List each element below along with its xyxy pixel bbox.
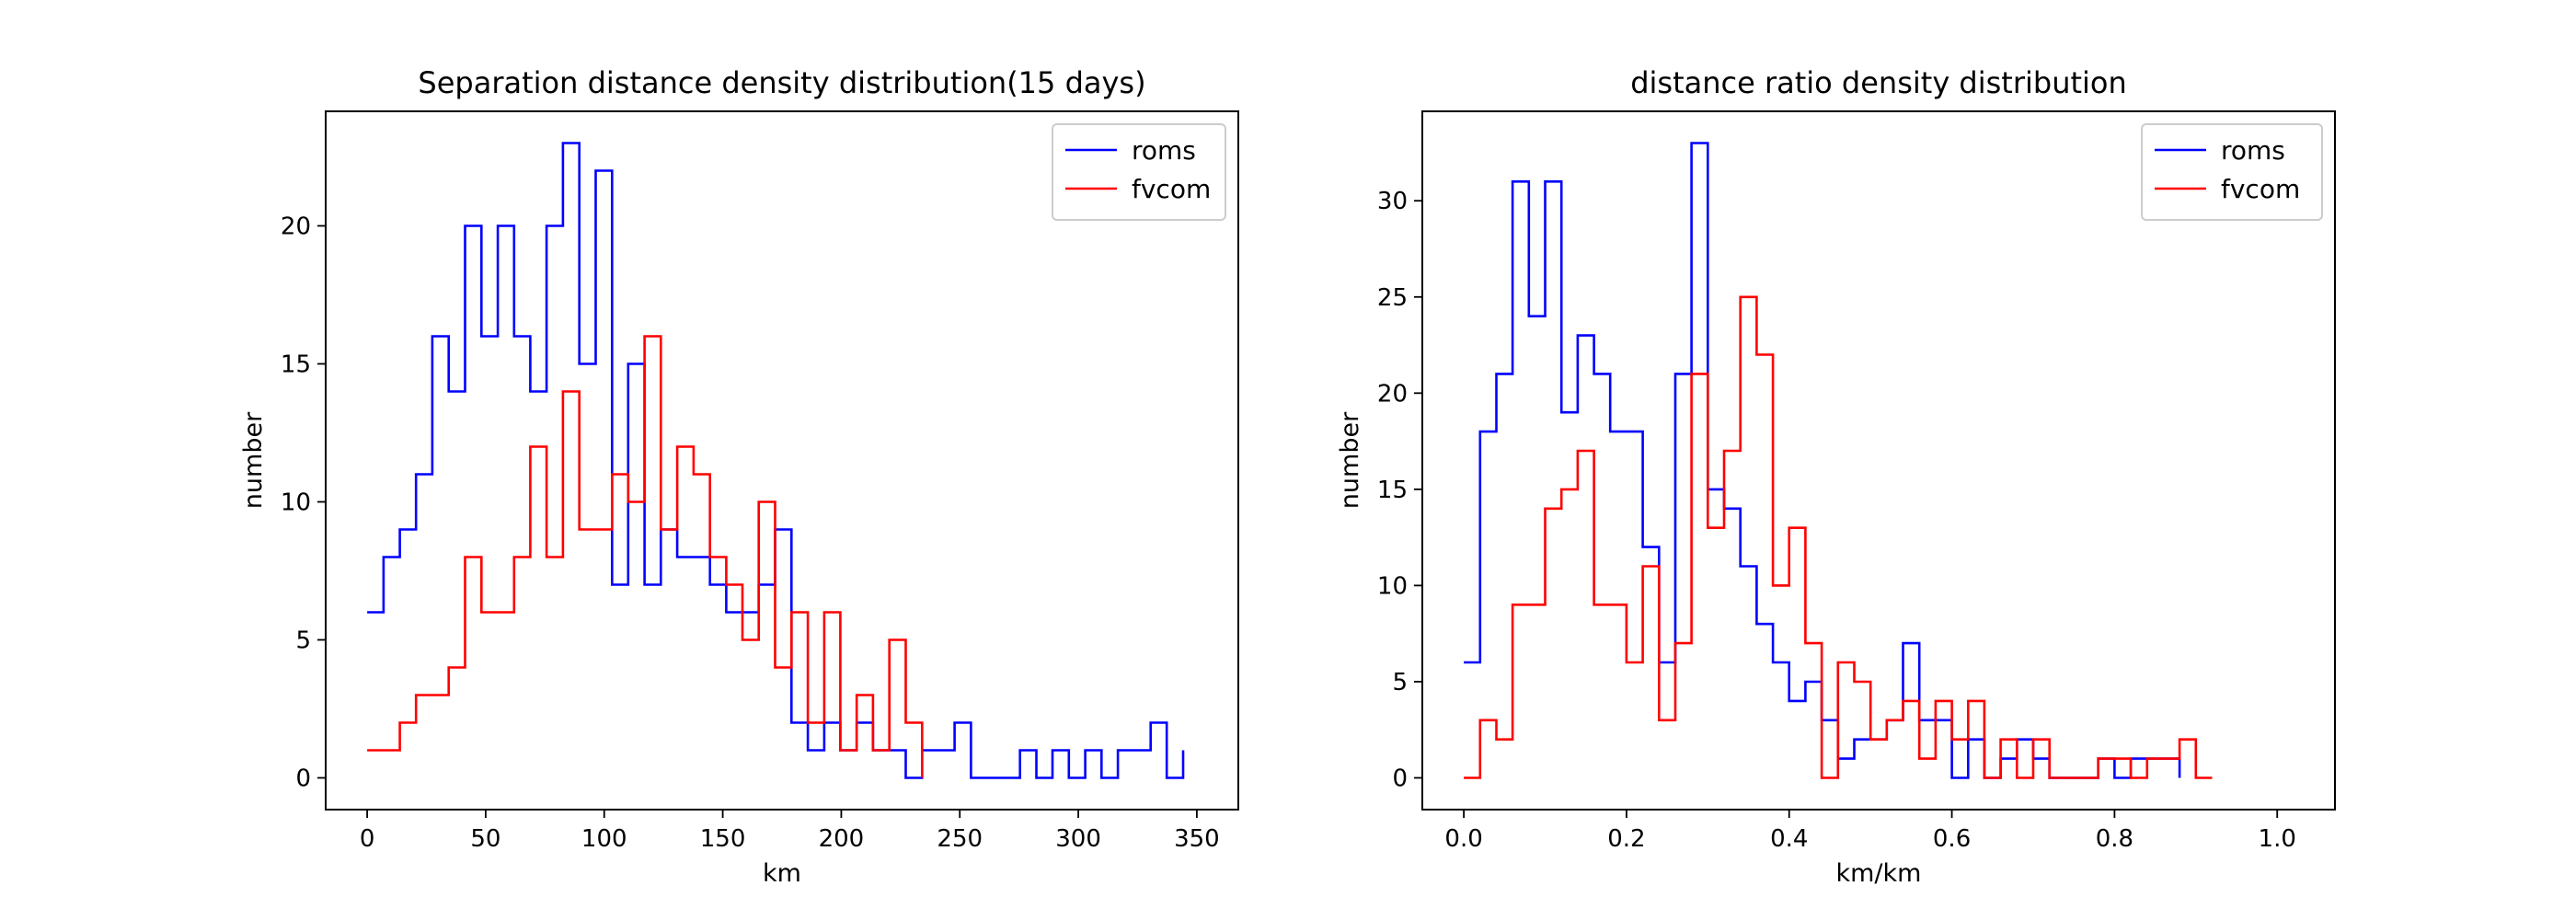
axes-frame [1421,110,2336,811]
x-tick-label: 1.0 [2259,825,2296,853]
x-tick-label: 0.4 [1770,825,1808,853]
y-tick-label: 0 [1392,765,1408,793]
legend-box [2141,123,2323,221]
chart-separation-distance: 0 50 100 150 200 250 300 350 0 5 10 15 20 Separation … [239,65,1239,888]
series-line-fvcom [1464,295,2213,779]
legend-label-fvcom: fvcom [1132,174,1211,204]
legend: roms fvcom [1052,123,1226,221]
y-tick-label: 10 [1377,572,1408,600]
y-tick-label: 0 [295,765,311,793]
y-tick-label: 20 [281,213,311,241]
y-tick-label: 15 [281,351,311,379]
x-tick-label: 100 [581,825,627,853]
legend-box [1052,123,1226,221]
series-line-fvcom [367,335,924,778]
x-tick-label: 200 [819,825,865,853]
series-line-roms [1464,142,2181,779]
x-tick-label: 0.0 [1444,825,1482,853]
y-tick-label: 20 [1377,380,1408,408]
x-tick-label: 0.8 [2096,825,2133,853]
x-tick-label: 0.6 [1933,825,1971,853]
legend: roms fvcom [2141,123,2323,221]
x-tick-label: 350 [1174,825,1220,853]
legend-label-fvcom: fvcom [2221,174,2300,204]
x-tick-label: 250 [937,825,983,853]
chart-distance-ratio: 0.0 0.2 0.4 0.6 0.8 1.0 0 5 10 15 20 25 30 distance r… [1336,65,2336,888]
legend-label-roms: roms [2221,135,2285,166]
y-tick-label: 25 [1377,284,1408,312]
x-tick-label: 300 [1055,825,1101,853]
chart-title: Separation distance density distribution… [418,65,1145,100]
y-tick-label: 5 [1392,669,1408,696]
y-axis-label: number [239,411,268,509]
x-tick-label: 0 [360,825,375,853]
chart-title: distance ratio density distribution [1630,65,2127,100]
axes-frame [325,110,1239,811]
x-tick-label: 150 [700,825,746,853]
y-tick-label: 5 [295,627,311,655]
y-tick-label: 30 [1377,188,1408,215]
x-axis-label: km [763,859,801,888]
series-line-roms [367,142,1185,779]
y-tick-label: 10 [281,489,311,517]
y-tick-label: 15 [1377,477,1408,504]
x-axis-label: km/km [1836,859,1922,888]
x-tick-label: 50 [470,825,500,853]
x-tick-label: 0.2 [1607,825,1645,853]
y-axis-label: number [1336,411,1364,509]
legend-label-roms: roms [1132,135,1196,166]
